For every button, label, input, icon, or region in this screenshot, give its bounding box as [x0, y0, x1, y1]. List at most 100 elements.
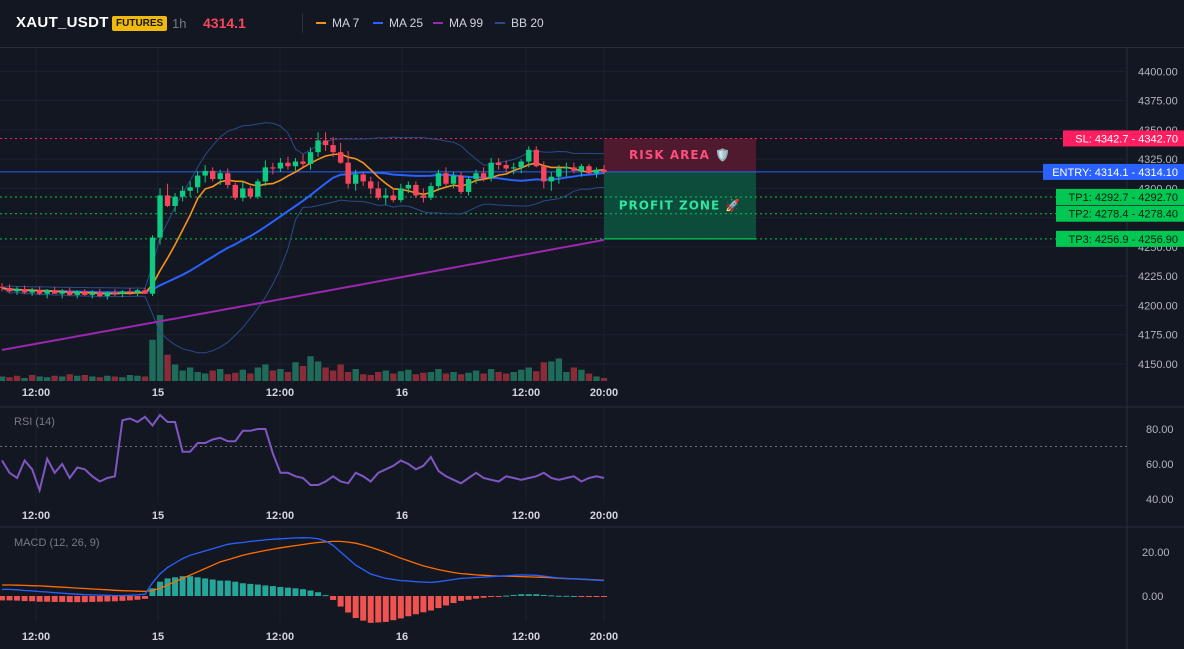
tp1-price-tag[interactable]: TP1: 4292.7 - 4292.70: [1056, 188, 1184, 205]
profit-zone: [604, 171, 756, 239]
entry-tag-bg: [1043, 163, 1184, 180]
entry-price-tag[interactable]: ENTRY: 4314.1 - 4314.10: [1043, 163, 1184, 180]
candle: [405, 181, 412, 194]
timeframe-label[interactable]: 1h: [172, 16, 187, 31]
legend-ma7-label: MA 7: [332, 16, 360, 30]
volume-bar: [292, 362, 299, 381]
candle-body: [44, 290, 50, 294]
candle: [292, 158, 299, 171]
candle-body: [59, 291, 65, 294]
macd-histogram-bar: [217, 580, 224, 596]
candle-body: [134, 290, 141, 293]
candle-body: [157, 195, 163, 238]
macd-histogram-bar: [66, 596, 73, 603]
macd-histogram-bar: [89, 596, 96, 602]
legend-ma25[interactable]: MA 25: [373, 16, 423, 30]
rsi-tick-label: 40.00: [1146, 494, 1174, 506]
candle: [398, 183, 404, 203]
candle-body: [164, 195, 171, 206]
volume-bar: [28, 375, 36, 381]
tp2-price-tag[interactable]: TP2: 4278.4 - 4278.40: [1056, 205, 1184, 222]
macd-histogram-bar: [570, 596, 577, 597]
candle: [247, 186, 254, 199]
volume-bar: [171, 364, 179, 381]
candle: [601, 165, 607, 175]
candle: [488, 158, 494, 182]
volume-bar: [307, 356, 314, 381]
candle: [142, 287, 148, 294]
macd-histogram-bar: [533, 594, 540, 596]
legend-bb20[interactable]: BB 20: [495, 16, 544, 30]
legend-ma99[interactable]: MA 99: [433, 16, 483, 30]
ma25-line: [1, 171, 605, 294]
macd-histogram-bar: [427, 596, 434, 611]
candle-body: [390, 195, 396, 201]
volume-bar: [111, 376, 119, 381]
macd-tick-label: 0.00: [1142, 591, 1163, 603]
candle-body: [360, 174, 366, 182]
candle: [134, 289, 141, 297]
volume-bar: [548, 361, 555, 381]
risk-area-label: RISK AREA 🛡️: [629, 148, 731, 162]
candle-body: [398, 188, 404, 201]
candle: [89, 290, 95, 299]
symbol-title[interactable]: XAUT_USDT: [16, 14, 109, 31]
candle: [277, 158, 284, 173]
candle-body: [67, 291, 73, 295]
time-tick-label: 12:00: [22, 387, 50, 399]
time-tick-label: 16: [396, 387, 408, 399]
candle-body: [383, 195, 389, 198]
macd-histogram-bar: [488, 596, 495, 597]
candle: [97, 289, 103, 298]
moving-averages: [1, 153, 605, 351]
candle-body: [533, 149, 539, 167]
candle-body: [292, 161, 299, 167]
candle-body: [104, 292, 111, 297]
macd-histogram-bar: [345, 596, 352, 613]
candle: [390, 188, 396, 203]
legend-ma7[interactable]: MA 7: [316, 16, 359, 30]
macd-histogram-bar: [126, 596, 133, 601]
volume-bar: [472, 370, 480, 381]
bb-lower-line: [1, 186, 605, 354]
macd-histogram-bar: [0, 596, 5, 601]
candle-body: [405, 184, 412, 189]
macd-histogram-bar: [563, 595, 570, 597]
sl-price-tag[interactable]: SL: 4342.7 - 4342.70: [1063, 130, 1184, 147]
risk-zone: [604, 138, 756, 172]
price-tick-label: 4200.00: [1138, 300, 1178, 312]
futures-badge: FUTURES: [112, 16, 168, 31]
candle: [179, 186, 186, 202]
tp3-price-tag[interactable]: TP3: 4256.9 - 4256.90: [1056, 230, 1184, 247]
candle: [300, 154, 306, 168]
candle: [383, 188, 389, 205]
volume-bar: [164, 354, 171, 381]
candle-body: [526, 149, 532, 162]
volume-bar: [254, 367, 262, 381]
volume-bar: [487, 369, 495, 381]
macd-histogram-bar: [44, 596, 51, 602]
price-tick-label: 4325.00: [1138, 154, 1178, 166]
candle-body: [194, 175, 201, 188]
volume-bar: [36, 376, 43, 381]
profit-zone-label: PROFIT ZONE 🚀: [619, 198, 742, 212]
volume-bar: [457, 374, 465, 381]
volume-bar: [134, 375, 141, 381]
volume-bar: [367, 375, 374, 381]
volume-bar: [480, 373, 487, 381]
candle: [511, 162, 517, 175]
candle-body: [149, 237, 156, 294]
candle: [157, 188, 163, 245]
volume-bar: [495, 372, 502, 381]
volume-bar: [179, 370, 186, 381]
volume-bar: [344, 372, 352, 381]
candle-body: [179, 190, 186, 197]
candle-body: [255, 181, 261, 197]
volume-bar: [74, 375, 81, 381]
candle: [44, 289, 50, 299]
candle-body: [285, 162, 291, 167]
candle-body: [450, 175, 457, 184]
volume-bar: [435, 369, 442, 381]
volume-bar: [329, 370, 337, 381]
